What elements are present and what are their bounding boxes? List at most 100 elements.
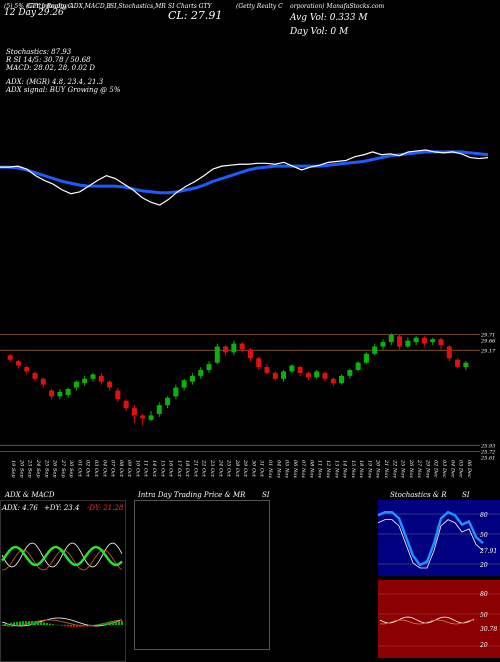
macd-readout: MACD: 28.02, 28, 0.02 D xyxy=(6,64,95,72)
candle-body xyxy=(182,380,187,387)
candle-body xyxy=(223,347,228,353)
candle-body xyxy=(281,371,286,378)
candle-body xyxy=(215,347,220,363)
date-tick-label: 29 Nov xyxy=(424,459,430,478)
candle-body xyxy=(99,376,104,382)
date-tick-label: 22 Oct xyxy=(201,459,207,478)
date-tick-label: 04 Dec xyxy=(449,460,455,478)
candle-body xyxy=(198,370,203,376)
date-tick-label: 03 Oct xyxy=(93,460,99,478)
date-tick-label: 18 Oct xyxy=(184,460,190,478)
candle-body xyxy=(422,338,427,344)
candle-body xyxy=(447,347,452,359)
candle-body xyxy=(356,363,361,370)
candle-body xyxy=(314,371,319,377)
price-level-label: 25.93 xyxy=(480,443,495,449)
candle-body xyxy=(66,389,71,395)
date-tick-label: 25 Sep xyxy=(43,459,49,478)
adx-macd-panel xyxy=(0,500,126,662)
date-tick-label: 25 Nov xyxy=(400,459,406,478)
date-tick-label: 28 Oct xyxy=(234,459,240,478)
price-level-label-2: 29.66 xyxy=(480,339,496,345)
candle-body xyxy=(347,370,352,376)
candle-body xyxy=(74,382,79,388)
rsi-tick-current: 30.78 xyxy=(480,626,497,633)
stoch-tick-20: 20 xyxy=(480,562,488,569)
candle-body xyxy=(190,376,195,382)
date-tick-label: 19 Nov xyxy=(366,460,372,478)
adx-value: ADX: 4.76 xyxy=(2,504,38,512)
candle-body xyxy=(414,338,419,342)
date-tick-label: 05 Nov xyxy=(284,460,290,478)
candle-body xyxy=(331,379,336,383)
adx-readout: ADX: (MGR) 4.8, 23.4, 21.3 xyxy=(6,78,103,86)
candle-body xyxy=(16,361,21,365)
date-tick-label: 27 Nov xyxy=(416,459,422,478)
price-level-label: 29.17 xyxy=(480,348,496,354)
price-level-label: 25.72 xyxy=(480,449,495,455)
date-tick-label: 27 Sep xyxy=(60,459,66,478)
date-tick-label: 11 Oct xyxy=(143,460,149,478)
candle-body xyxy=(463,363,468,367)
candle-body xyxy=(82,379,87,383)
di-plus-value: +DY: 23.4 xyxy=(44,504,79,512)
candle-body xyxy=(455,360,460,367)
date-tick-label: 30 Oct xyxy=(250,460,256,478)
date-tick-label: 15 Oct xyxy=(159,460,165,478)
date-tick-label: 05 Dec xyxy=(458,460,464,478)
date-tick-label: 02 Oct xyxy=(85,460,91,478)
candle-body xyxy=(372,347,377,354)
date-tick-label: 07 Oct xyxy=(110,460,116,478)
date-tick-label: 09 Oct xyxy=(126,460,132,478)
date-tick-label: 24 Sep xyxy=(35,459,41,478)
date-tick-label: 07 Nov xyxy=(300,460,306,478)
date-tick-label: 26 Nov xyxy=(408,459,414,478)
date-tick-label: 24 Oct xyxy=(217,459,223,478)
candle-body xyxy=(430,339,435,342)
date-tick-label: 22 Nov xyxy=(391,459,397,478)
candle-body xyxy=(49,391,54,397)
moving-average-line xyxy=(0,152,488,193)
header-date-value: 29.26 xyxy=(38,8,64,19)
stoch-tick-80: 80 xyxy=(480,512,488,519)
candle-body xyxy=(57,392,62,396)
candle-body xyxy=(173,388,178,397)
date-tick-label: 16 Oct xyxy=(168,460,174,478)
date-tick-label: 04 Nov xyxy=(275,460,281,478)
header-line1-e: orporation) ManafaStocks.com xyxy=(290,3,384,10)
date-tick-label: 02 Dec xyxy=(433,460,439,478)
candle-body xyxy=(140,415,145,418)
candle-body xyxy=(256,358,261,367)
date-tick-label: 11 Nov xyxy=(317,460,323,478)
date-tick-label: 01 Oct xyxy=(76,460,82,478)
candle-body xyxy=(107,382,112,388)
date-tick-label: 23 Sep xyxy=(27,459,33,478)
date-tick-label: 20 Sep xyxy=(18,459,24,478)
date-tick-label: 13 Nov xyxy=(333,460,339,478)
di-minus-value: -DY: 21.28 xyxy=(87,504,123,512)
intraday-panel-title: Intra Day Trading Price & MR xyxy=(138,491,245,499)
candle-body xyxy=(207,364,212,370)
price-line xyxy=(0,150,488,205)
header-day-vol: Day Vol: 0 M xyxy=(290,27,348,38)
candle-body xyxy=(41,379,46,385)
date-tick-label: 18 Nov xyxy=(358,460,364,478)
date-tick-label: 29 Oct xyxy=(242,459,248,478)
stoch-tick-current: 27.91 xyxy=(480,548,497,555)
date-tick-label: 06 Nov xyxy=(292,460,298,478)
date-tick-label: 15 Nov xyxy=(350,460,356,478)
date-tick-label: 21 Nov xyxy=(383,459,389,478)
stoch-panel-title-2: SI xyxy=(462,491,470,499)
candle-body xyxy=(132,408,137,415)
header-date-label: 12 Day xyxy=(4,8,36,19)
date-tick-label: 08 Nov xyxy=(308,460,314,478)
date-tick-label: 25 Oct xyxy=(226,459,232,478)
rsi-tick-80: 80 xyxy=(480,591,488,598)
candle-body xyxy=(323,373,328,379)
stoch-tick-50: 50 xyxy=(480,532,488,539)
stoch-panel-title: Stochastics & R xyxy=(390,491,447,499)
date-tick-label: 17 Oct xyxy=(176,460,182,478)
candle-body xyxy=(381,342,386,346)
date-tick-label: 14 Nov xyxy=(342,460,348,478)
date-tick-label: 20 Nov xyxy=(375,459,381,478)
